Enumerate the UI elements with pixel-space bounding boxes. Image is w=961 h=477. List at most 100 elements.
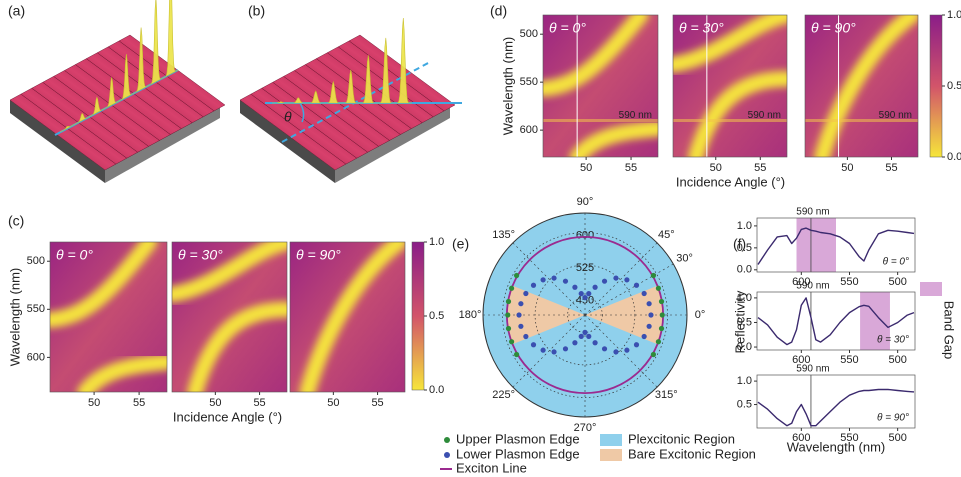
x-tick-label: 55 <box>133 397 145 409</box>
panel-label: (e) <box>452 236 469 252</box>
legend-label: Band Gap <box>942 301 957 360</box>
colorbar <box>930 15 942 157</box>
lower-plasmon-edge-point <box>531 283 536 288</box>
lower-plasmon-edge-point <box>592 340 597 345</box>
x-tick-label: 50 <box>580 162 592 174</box>
panel-title: θ = 0° <box>549 20 586 36</box>
upper-plasmon-edge-point <box>656 339 661 344</box>
colorbar-label: 0.5 <box>947 80 961 92</box>
upper-plasmon-edge-point <box>659 299 664 304</box>
x-tick-label: 50 <box>88 397 100 409</box>
colorbar-label: 1.0 <box>947 9 961 21</box>
lower-plasmon-edge-point <box>624 348 629 353</box>
y-tick-label: 600 <box>520 124 538 136</box>
y-tick-label: 500 <box>27 255 45 267</box>
legend-label: Plexcitonic Region <box>628 431 735 446</box>
x-axis-label: Wavelength (nm) <box>787 439 886 454</box>
lower-plasmon-edge-point <box>572 285 577 290</box>
lower-plasmon-edge-point <box>518 324 523 329</box>
legend-marker <box>444 437 450 443</box>
upper-plasmon-edge-point <box>506 326 511 331</box>
lower-plasmon-edge-point <box>582 295 587 300</box>
lower-plasmon-edge-point <box>602 346 607 351</box>
legend-marker <box>444 452 450 458</box>
legend-label: Upper Plasmon Edge <box>456 431 580 446</box>
lower-plasmon-edge-point <box>602 279 607 284</box>
panel-label: (a) <box>8 3 25 19</box>
plot-label: θ = 30° <box>877 335 909 346</box>
x-tick-label: 500 <box>888 276 906 288</box>
lower-plasmon-edge-point <box>563 279 568 284</box>
lower-plasmon-edge-point <box>551 349 556 354</box>
panel-label: (b) <box>248 3 265 19</box>
upper-plasmon-edge-point <box>514 273 519 278</box>
lower-plasmon-edge-point <box>551 275 556 280</box>
lower-plasmon-edge-point <box>647 324 652 329</box>
annotation: 590 nm <box>748 110 781 121</box>
y-tick-label: 0.5 <box>737 398 752 410</box>
lower-plasmon-edge-point <box>541 277 546 282</box>
legend-label: Bare Excitonic Region <box>628 446 756 461</box>
lower-plasmon-edge-point <box>531 342 536 347</box>
y-tick-label: 0.0 <box>737 264 752 276</box>
upper-plasmon-edge-point <box>514 352 519 357</box>
angle-tick-label: 225° <box>492 389 515 401</box>
x-tick-label: 55 <box>754 162 766 174</box>
panel-title: θ = 90° <box>811 20 856 36</box>
lower-plasmon-edge-point <box>572 340 577 345</box>
angle-tick-label: 135° <box>492 229 515 241</box>
legend-marker <box>600 434 622 446</box>
legend-marker <box>600 449 622 461</box>
x-axis-label: Incidence Angle (°) <box>676 174 785 189</box>
lower-plasmon-edge-point <box>647 301 652 306</box>
lower-plasmon-edge-point <box>523 291 528 296</box>
angle-tick-label: 0° <box>695 309 706 321</box>
lower-plasmon-edge-point <box>634 342 639 347</box>
x-tick-label: 550 <box>840 354 858 366</box>
angle-tick-label: 45° <box>658 229 675 241</box>
x-tick-label: 55 <box>371 397 383 409</box>
x-tick-label: 55 <box>253 397 265 409</box>
upper-plasmon-edge-point <box>660 312 665 317</box>
y-axis-label: Reflectivity <box>732 290 747 353</box>
angle-tick-label: 180° <box>459 309 482 321</box>
x-tick-label: 55 <box>625 162 637 174</box>
lower-plasmon-edge-point <box>523 334 528 339</box>
y-tick-label: 550 <box>520 76 538 88</box>
y-tick-label: 500 <box>520 28 538 40</box>
colorbar-label: 1.0 <box>429 236 444 248</box>
lower-plasmon-edge-point <box>516 312 521 317</box>
x-tick-label: 50 <box>841 162 853 174</box>
x-tick-label: 500 <box>888 432 906 444</box>
y-axis-label: Wavelength (nm) <box>500 37 515 136</box>
lower-plasmon-edge-point <box>613 349 618 354</box>
legend-marker <box>920 282 942 296</box>
panel-title: θ = 0° <box>56 247 93 263</box>
angle-label: θ <box>284 109 292 125</box>
lower-plasmon-edge-point <box>642 291 647 296</box>
lower-plasmon-edge-point <box>541 348 546 353</box>
lower-plasmon-edge-point <box>642 334 647 339</box>
colorbar-label: 0.0 <box>947 151 961 163</box>
upper-plasmon-edge-point <box>505 312 510 317</box>
angle-tick-label: 315° <box>655 389 678 401</box>
colorbar-label: 0.0 <box>429 384 444 396</box>
lower-plasmon-edge-point <box>579 334 584 339</box>
page: {"figure": { "a": {"label": "(a)"}, "b":… <box>0 0 961 477</box>
panel-title: θ = 90° <box>296 247 341 263</box>
upper-plasmon-edge-point <box>659 326 664 331</box>
y-tick-label: 1.0 <box>737 220 752 232</box>
plot-label: θ = 90° <box>877 413 909 424</box>
x-tick-label: 50 <box>327 397 339 409</box>
annotation: 590 nm <box>619 110 652 121</box>
lower-plasmon-edge-point <box>592 285 597 290</box>
x-axis-label: Incidence Angle (°) <box>173 409 282 424</box>
upper-plasmon-edge-point <box>506 299 511 304</box>
lower-plasmon-edge-point <box>579 291 584 296</box>
lower-plasmon-edge-point <box>518 301 523 306</box>
upper-plasmon-edge-point <box>651 352 656 357</box>
x-tick-label: 500 <box>888 354 906 366</box>
x-tick-label: 50 <box>209 397 221 409</box>
lower-plasmon-edge-point <box>582 330 587 335</box>
x-tick-label: 50 <box>710 162 722 174</box>
